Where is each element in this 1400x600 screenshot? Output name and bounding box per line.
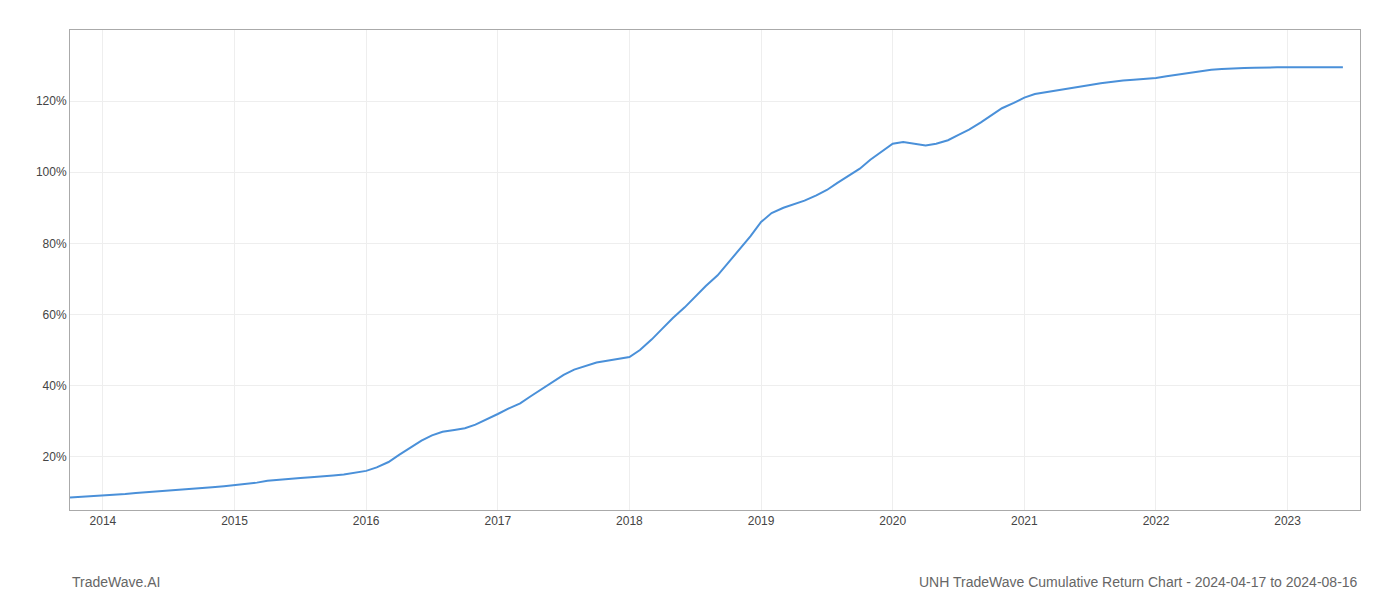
- svg-text:2022: 2022: [1143, 514, 1170, 528]
- svg-text:80%: 80%: [43, 237, 67, 251]
- svg-text:20%: 20%: [43, 450, 67, 464]
- svg-text:120%: 120%: [36, 94, 67, 108]
- svg-text:40%: 40%: [43, 379, 67, 393]
- svg-text:2018: 2018: [616, 514, 643, 528]
- svg-text:2023: 2023: [1274, 514, 1301, 528]
- svg-text:2015: 2015: [221, 514, 248, 528]
- svg-text:UNH TradeWave Cumulative Retur: UNH TradeWave Cumulative Return Chart - …: [919, 574, 1358, 590]
- svg-text:2014: 2014: [90, 514, 117, 528]
- svg-text:2017: 2017: [484, 514, 511, 528]
- svg-text:TradeWave.AI: TradeWave.AI: [72, 574, 160, 590]
- svg-text:2016: 2016: [353, 514, 380, 528]
- svg-text:2021: 2021: [1011, 514, 1038, 528]
- svg-text:2020: 2020: [879, 514, 906, 528]
- svg-text:100%: 100%: [36, 165, 67, 179]
- svg-text:2019: 2019: [748, 514, 775, 528]
- svg-text:60%: 60%: [43, 308, 67, 322]
